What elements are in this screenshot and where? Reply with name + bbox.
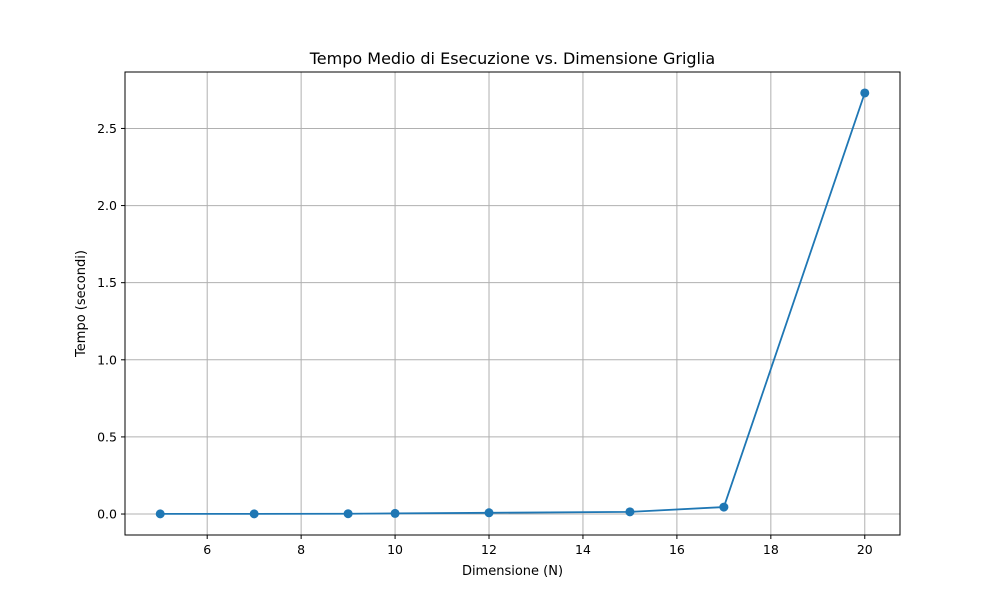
x-tick-label: 6	[203, 542, 211, 557]
data-point	[860, 88, 870, 98]
data-point	[484, 508, 494, 518]
x-tick-label: 18	[763, 542, 779, 557]
y-axis-label: Tempo (secondi)	[74, 250, 89, 358]
x-tick-label: 10	[387, 542, 403, 557]
x-tick-label: 14	[575, 542, 591, 557]
x-tick-label: 12	[481, 542, 497, 557]
data-point	[390, 508, 400, 518]
x-tick-label: 16	[669, 542, 685, 557]
series-layer	[155, 88, 870, 519]
series-line	[160, 92, 866, 515]
chart-title: Tempo Medio di Esecuzione vs. Dimensione…	[309, 49, 715, 68]
tick-layer: 6 8 10 12 14 16 18 20 0.0 0.5 1.0 1.5 2.0 2.5	[97, 121, 873, 557]
data-point	[625, 507, 635, 517]
data-point	[719, 502, 729, 512]
y-tick-label: 0.5	[97, 429, 117, 444]
y-tick-label: 2.5	[97, 121, 117, 136]
data-point	[155, 509, 165, 519]
plot-frame	[124, 71, 901, 536]
data-point	[343, 509, 353, 519]
y-tick-label: 2.0	[97, 198, 117, 213]
x-tick-label: 20	[857, 542, 873, 557]
y-tick-label: 1.5	[97, 275, 117, 290]
y-tick-label: 1.0	[97, 352, 117, 367]
grid-layer	[125, 72, 900, 535]
x-axis-label: Dimensione (N)	[462, 564, 563, 579]
x-tick-label: 8	[297, 542, 305, 557]
y-tick-label: 0.0	[97, 507, 117, 522]
data-point	[249, 509, 259, 519]
